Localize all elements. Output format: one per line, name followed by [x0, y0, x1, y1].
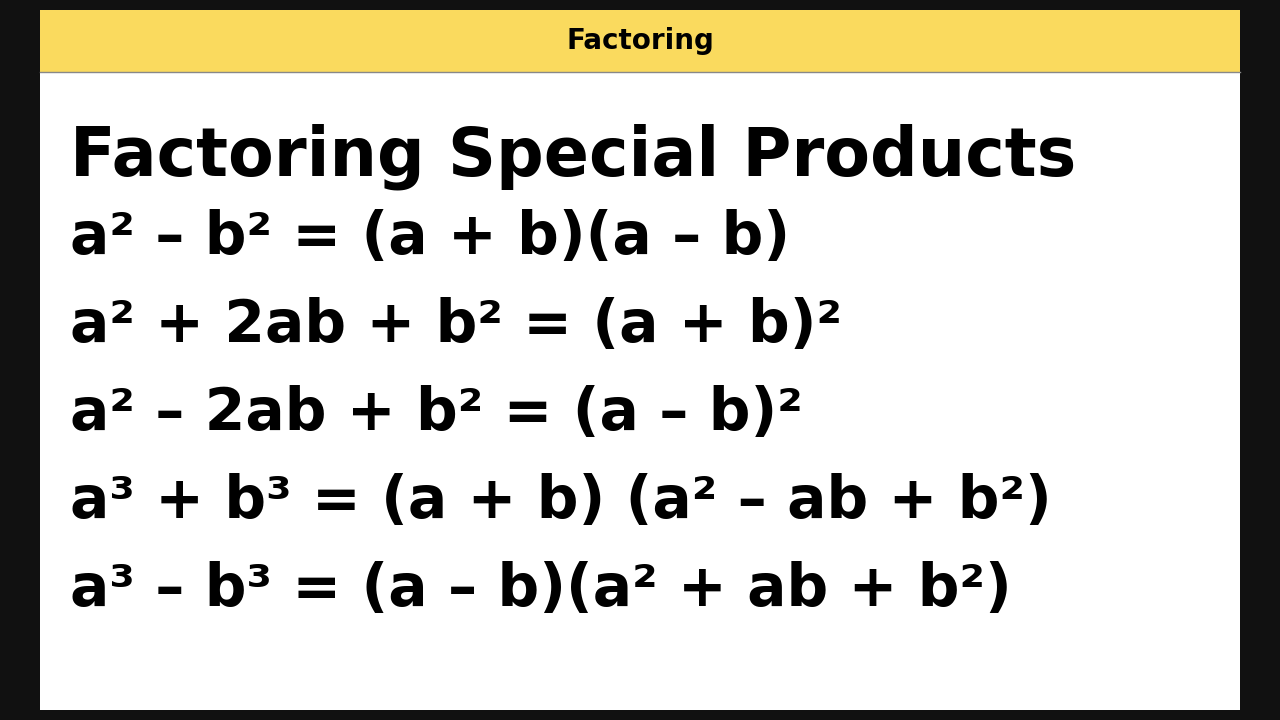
Bar [40, 10, 1240, 72]
Text: Factoring: Factoring [566, 27, 714, 55]
Text: a² + 2ab + b² = (a + b)²: a² + 2ab + b² = (a + b)² [70, 297, 842, 354]
Text: a³ – b³ = (a – b)(a² + ab + b²): a³ – b³ = (a – b)(a² + ab + b²) [70, 561, 1011, 618]
Text: a³ + b³ = (a + b) (a² – ab + b²): a³ + b³ = (a + b) (a² – ab + b²) [70, 473, 1052, 530]
Text: Factoring Special Products: Factoring Special Products [70, 124, 1076, 191]
Text: a² – 2ab + b² = (a – b)²: a² – 2ab + b² = (a – b)² [70, 385, 803, 442]
Text: a² – b² = (a + b)(a – b): a² – b² = (a + b)(a – b) [70, 209, 790, 266]
